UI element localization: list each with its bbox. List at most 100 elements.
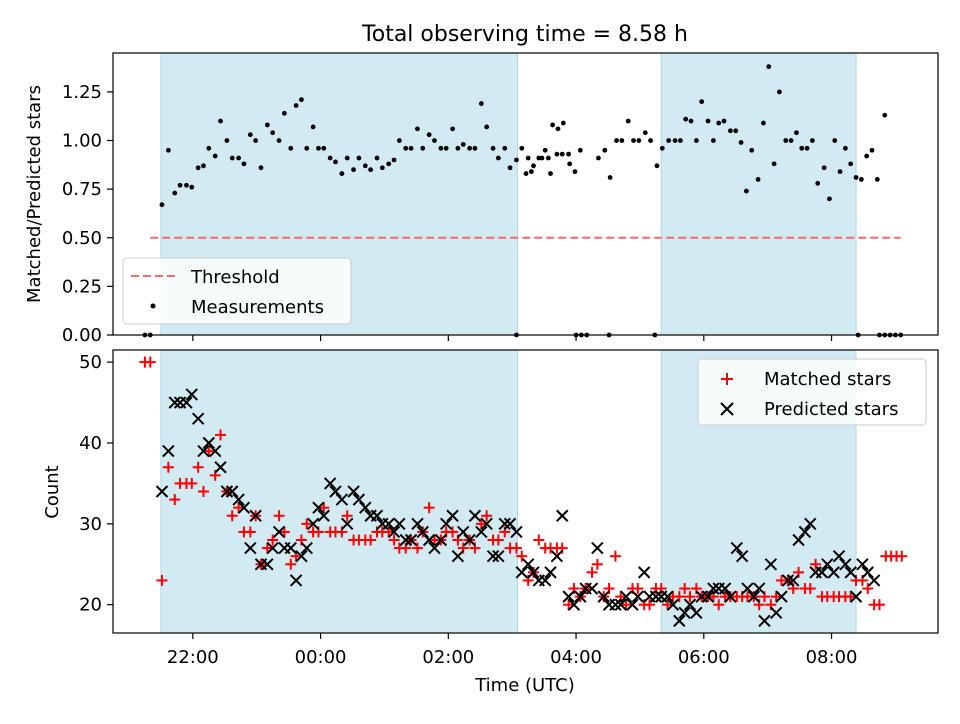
- matched-star-point: [684, 591, 696, 603]
- measurement-point: [206, 145, 212, 151]
- measurement-point: [386, 161, 392, 167]
- measurement-point: [507, 165, 513, 171]
- measurement-point: [788, 138, 794, 143]
- matched-star-point: [770, 591, 782, 603]
- count-points: [139, 356, 908, 628]
- measurement-point: [478, 101, 484, 106]
- predicted-star-point: [614, 598, 627, 611]
- predicted-star-point: [191, 412, 205, 425]
- measurement-point: [743, 188, 749, 194]
- predicted-star-point: [399, 533, 412, 547]
- measurement-point: [351, 167, 356, 173]
- measurement-point: [804, 145, 810, 151]
- legend-threshold-label: Threshold: [190, 267, 280, 288]
- measurement-point: [443, 145, 449, 151]
- x-axis-label: Time (UTC): [474, 675, 575, 696]
- measurement-point: [408, 145, 414, 151]
- predicted-star-point: [764, 558, 778, 571]
- y-tick-label: 0.25: [62, 276, 102, 297]
- predicted-star-point: [821, 558, 834, 571]
- measurement-point: [253, 138, 259, 143]
- measurement-point: [420, 145, 426, 151]
- measurement-point: [693, 138, 699, 143]
- predicted-star-point: [585, 582, 599, 595]
- measurement-point: [356, 155, 362, 161]
- x-tick-label: 04:00: [550, 647, 602, 668]
- matched-star-point: [644, 599, 656, 611]
- predicted-star-point: [567, 598, 581, 611]
- x-tick-label: 02:00: [422, 647, 474, 668]
- top-y-axis-label: Matched/Predicted stars: [24, 85, 45, 303]
- measurement-point: [432, 138, 437, 143]
- matched-star-point: [411, 542, 423, 554]
- predicted-star-point: [439, 517, 453, 531]
- measurement-point: [567, 161, 573, 167]
- measurement-point: [648, 138, 653, 143]
- matched-star-point: [492, 534, 504, 546]
- matched-star-point: [862, 583, 874, 595]
- predicted-star-point: [550, 549, 564, 563]
- x-tick-label: 22:00: [167, 647, 219, 668]
- measurement-point: [288, 145, 294, 151]
- matched-star-point: [273, 510, 285, 522]
- y-tick-label: 30: [79, 514, 102, 535]
- measurement-point: [212, 153, 218, 159]
- measurement-point: [368, 167, 374, 173]
- legend-measurement-swatch: [150, 303, 156, 309]
- measurement-point: [327, 155, 333, 161]
- matched-star-point: [679, 583, 691, 595]
- predicted-star-point: [220, 485, 234, 498]
- measurement-point: [882, 112, 888, 118]
- predicted-star-point: [690, 606, 703, 619]
- measurement-point: [710, 138, 716, 143]
- measurement-point: [614, 138, 619, 143]
- predicted-star-point: [323, 477, 337, 490]
- measurement-point: [241, 161, 247, 167]
- predicted-star-point: [202, 436, 216, 450]
- measurement-point: [821, 165, 827, 171]
- measurement-point: [874, 177, 880, 182]
- predicted-star-point: [538, 574, 552, 587]
- measurement-point: [490, 145, 496, 151]
- shaded-region: [160, 349, 519, 634]
- matched-star-point: [673, 591, 685, 603]
- matched-star-point: [169, 494, 181, 506]
- measurement-point: [201, 163, 206, 169]
- predicted-star-point: [637, 566, 651, 579]
- measurement-point: [619, 138, 625, 143]
- matched-star-point: [481, 510, 493, 522]
- measurement-point: [666, 138, 672, 143]
- measurement-point: [333, 159, 338, 165]
- predicted-star-point: [827, 566, 840, 579]
- measurement-point: [733, 128, 739, 134]
- measurement-point: [379, 165, 385, 171]
- matched-star-point: [197, 486, 209, 497]
- predicted-star-point: [861, 566, 874, 579]
- measurement-point: [572, 169, 578, 175]
- predicted-star-point: [155, 485, 169, 498]
- measurement-point: [321, 145, 327, 151]
- measurement-point: [607, 175, 613, 180]
- measurement-point: [728, 128, 733, 134]
- measurement-point: [659, 145, 665, 151]
- measurement-point: [484, 124, 490, 130]
- matched-star-point: [591, 558, 603, 570]
- top-legend: Threshold Measurements: [122, 257, 352, 325]
- top-y-ticks: 0.00 0.25 0.50 0.75 1.00 1.25: [62, 82, 113, 346]
- measurement-point: [264, 122, 270, 128]
- predicted-star-point: [562, 590, 575, 603]
- measurement-point: [502, 145, 508, 151]
- measurement-point: [799, 145, 805, 151]
- measurement-point: [749, 147, 755, 153]
- predicted-star-point: [792, 533, 805, 547]
- predicted-star-point: [226, 485, 239, 498]
- measurement-point: [683, 116, 689, 122]
- matched-star-point: [810, 558, 822, 570]
- measurement-point: [344, 155, 350, 161]
- measurement-point: [519, 145, 525, 151]
- measurement-point: [310, 124, 316, 130]
- measurement-point: [554, 151, 560, 157]
- predicted-star-point: [591, 541, 604, 555]
- matched-star-point: [285, 558, 297, 570]
- measurement-point: [625, 118, 631, 124]
